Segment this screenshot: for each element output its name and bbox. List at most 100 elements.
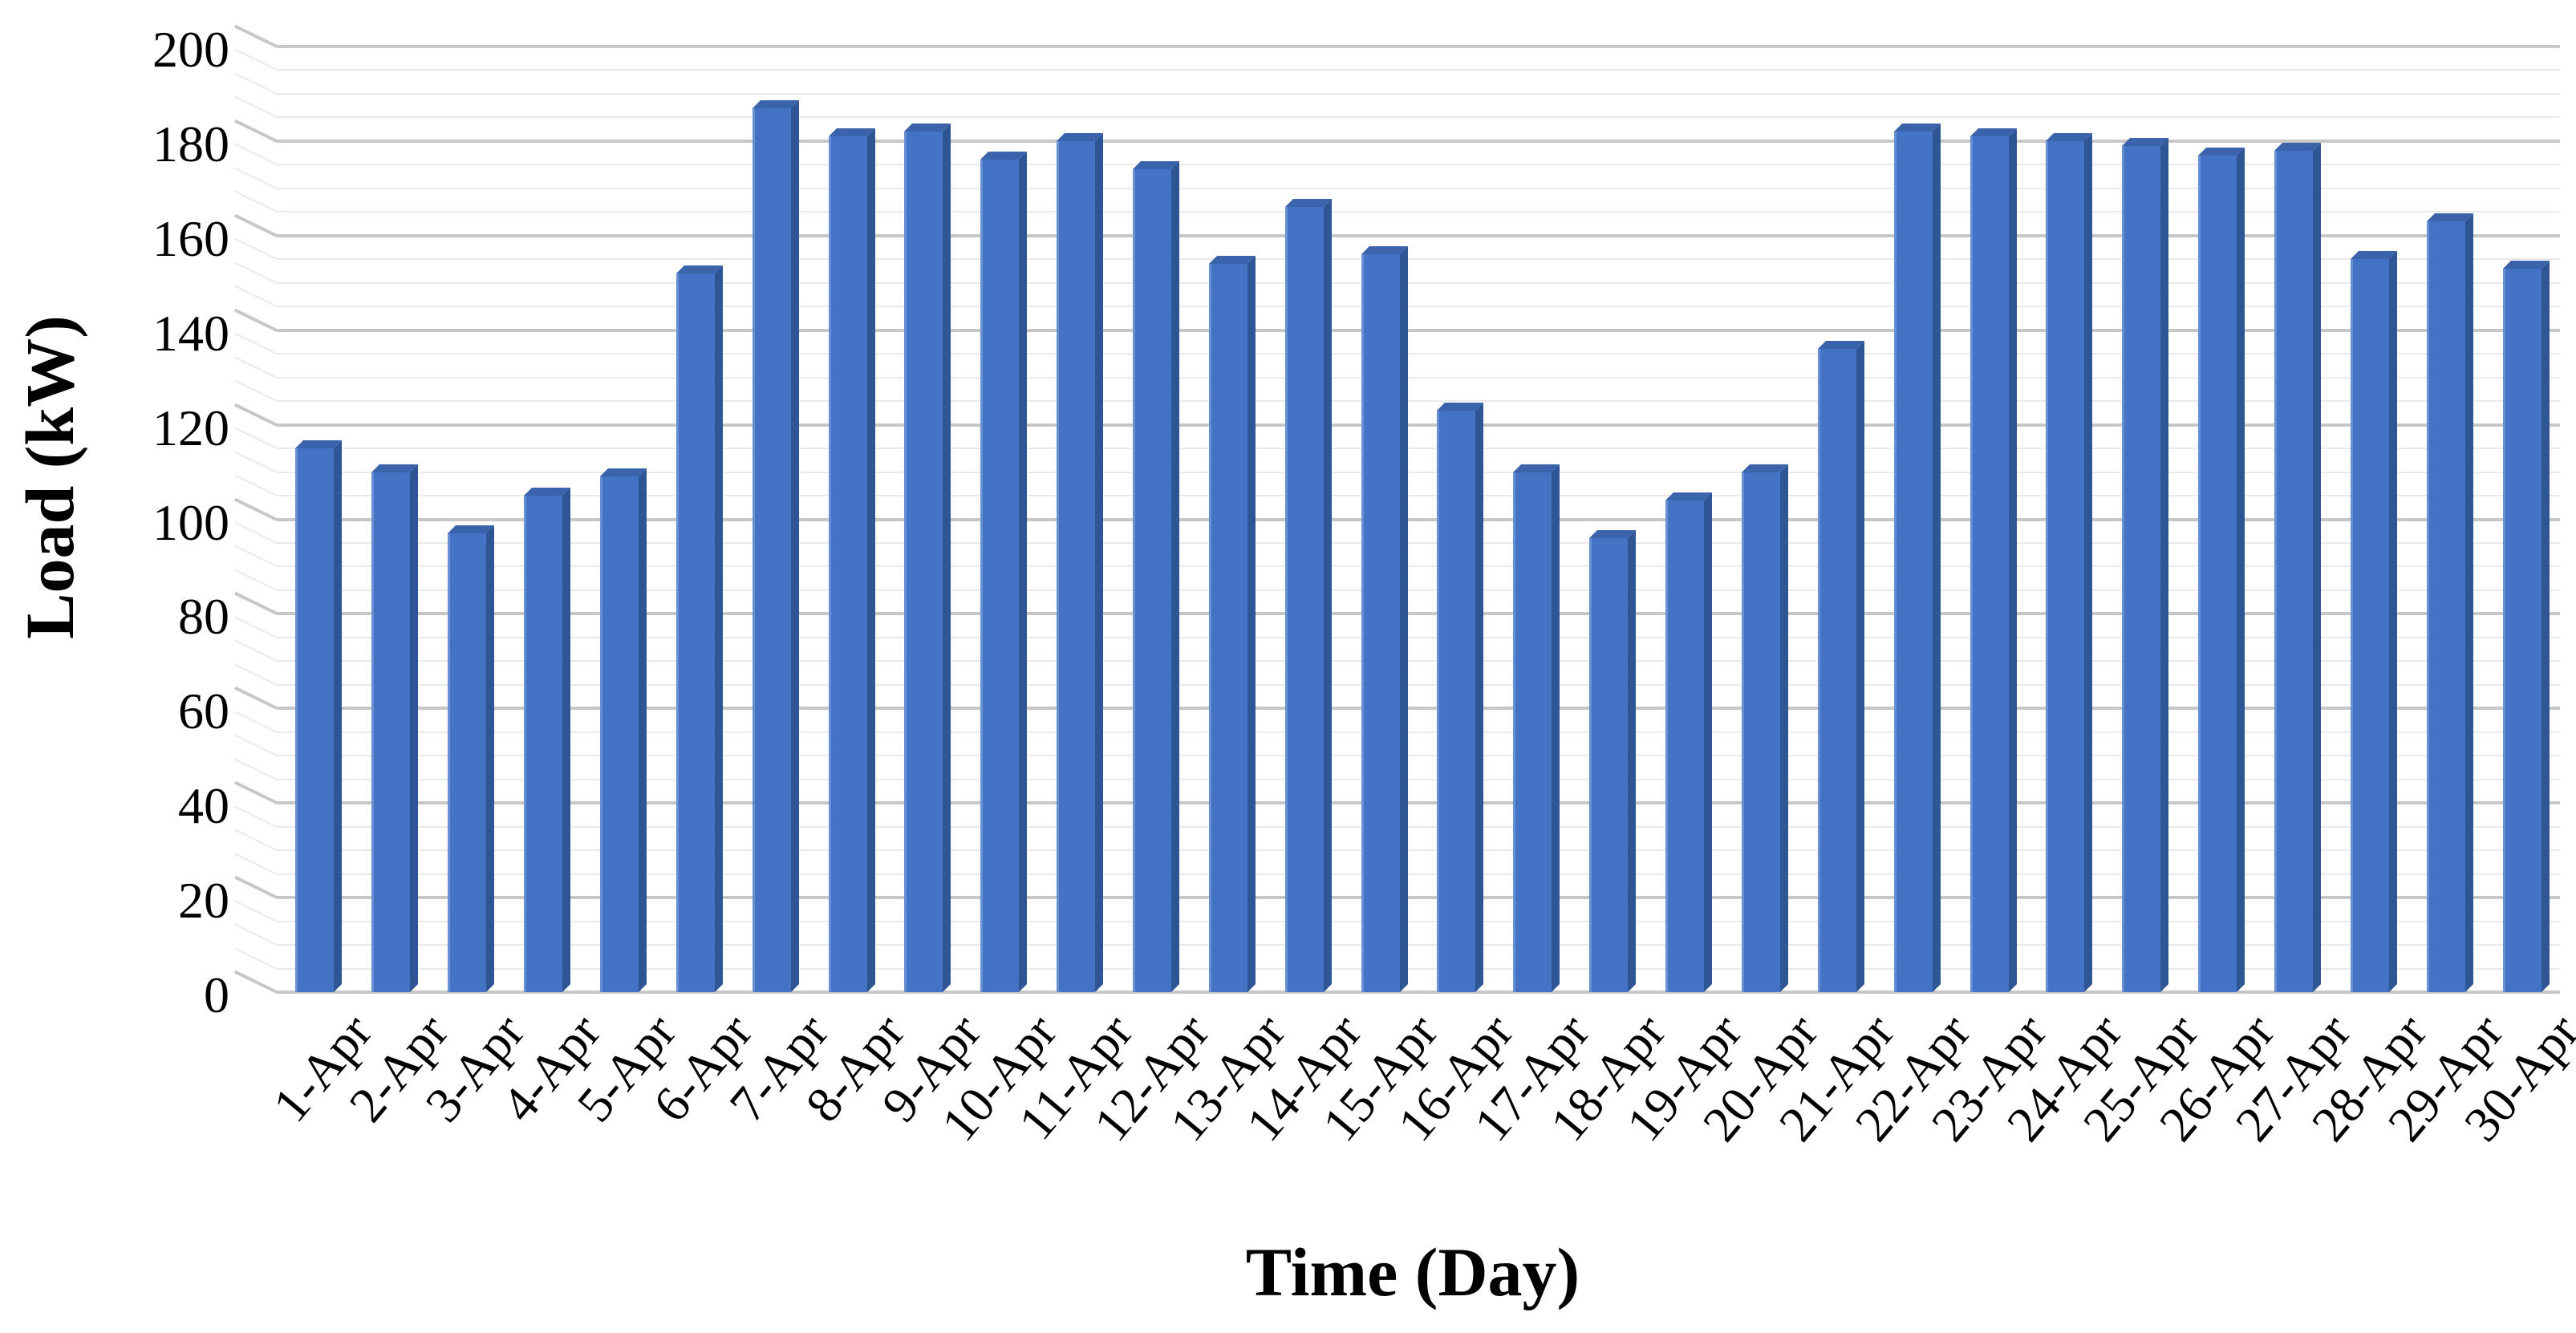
minor-gridline	[234, 805, 2560, 828]
gridline-wall-step	[234, 640, 278, 662]
bar-side-face	[1552, 464, 1560, 992]
gridline-wall-step	[233, 780, 278, 805]
gridline-wall-step	[233, 497, 278, 521]
minor-gridline	[234, 72, 2560, 95]
minor-gridline	[234, 711, 2560, 733]
gridline-wall-step	[234, 285, 278, 308]
bar-front-face	[1893, 132, 1933, 992]
major-gridline	[233, 497, 2560, 521]
major-gridline	[233, 403, 2560, 427]
bar-front-face	[1970, 136, 2009, 992]
bar-22-Apr	[1893, 124, 1941, 992]
bar-front-face	[371, 472, 411, 992]
minor-gridline	[234, 829, 2560, 852]
bar-side-face	[1475, 402, 1484, 992]
gridline-wall-step	[234, 947, 278, 970]
gridline-wall-step	[233, 875, 278, 899]
y-tick-label: 120	[152, 399, 229, 456]
bar-front-face	[2350, 259, 2389, 992]
bar-front-face	[448, 533, 487, 992]
bar-16-Apr	[1437, 402, 1484, 992]
bar-front-face	[1741, 472, 1780, 992]
gridline-wall-step	[234, 569, 278, 591]
bar-front-face	[295, 448, 335, 992]
bar-23-Apr	[1970, 128, 2017, 992]
bar-17-Apr	[1513, 464, 1560, 992]
bar-front-face	[2046, 140, 2085, 992]
gridline-wall-step	[234, 356, 278, 379]
bar-5-Apr	[599, 468, 647, 992]
gridline-wall-step	[234, 237, 278, 261]
bar-side-face	[1856, 341, 1864, 992]
bar-6-Apr	[675, 265, 723, 992]
bar-front-face	[2122, 145, 2161, 992]
bar-front-face	[2502, 269, 2542, 992]
minor-gridline	[234, 356, 2560, 379]
bar-side-face	[790, 99, 799, 992]
minor-gridline	[234, 853, 2560, 875]
gridline-wall-step	[234, 758, 278, 780]
minor-gridline	[234, 923, 2560, 946]
gridline-wall-step	[234, 734, 278, 757]
bar-front-face	[675, 273, 715, 992]
bar-front-face	[828, 136, 867, 992]
gridline-wall-step	[233, 687, 278, 711]
bar-side-face	[1170, 161, 1179, 992]
bar-side-face	[2084, 132, 2093, 992]
bar-front-face	[2274, 150, 2313, 992]
gridline-wall-step	[233, 403, 278, 427]
bar-side-face	[334, 440, 343, 992]
bar-front-face	[904, 132, 943, 992]
bar-side-face	[1779, 464, 1788, 992]
gridline-wall-step	[234, 545, 278, 568]
gridline-wall-step	[234, 332, 278, 355]
bar-side-face	[1095, 132, 1104, 992]
y-tick-label: 60	[178, 683, 229, 740]
major-gridline	[233, 592, 2560, 616]
minor-gridline	[234, 144, 2560, 166]
bar-front-face	[1665, 500, 1705, 992]
gridline-wall-step	[234, 900, 278, 922]
gridline-wall-step	[233, 213, 278, 237]
bar-side-face	[2541, 261, 2550, 992]
bar-front-face	[1589, 538, 1629, 992]
y-tick-label: 180	[152, 115, 229, 172]
gridline-wall-step	[234, 521, 278, 544]
minor-gridline	[234, 49, 2560, 71]
minor-gridline	[234, 451, 2560, 473]
bar-front-face	[1513, 472, 1552, 992]
bar-front-face	[2426, 221, 2465, 992]
bar-front-face	[1208, 264, 1247, 992]
gridline-wall-step	[234, 167, 278, 189]
y-tick-label: 200	[152, 21, 229, 78]
bar-21-Apr	[1817, 341, 1864, 992]
bar-side-face	[1399, 246, 1408, 992]
bar-29-Apr	[2426, 213, 2473, 992]
gridline-wall-step	[233, 119, 278, 143]
bar-front-face	[1361, 254, 1400, 992]
gridline-wall-step	[233, 592, 278, 616]
bar-4-Apr	[524, 488, 571, 992]
major-gridline	[233, 875, 2560, 900]
gridline-wall-step	[234, 49, 278, 71]
major-gridline	[233, 687, 2560, 711]
minor-gridline	[234, 900, 2560, 922]
minor-gridline	[234, 167, 2560, 189]
bar-side-face	[1932, 124, 1941, 992]
bar-12-Apr	[1132, 161, 1179, 992]
plot-area	[233, 24, 2560, 994]
minor-gridline	[234, 285, 2560, 308]
minor-gridline	[234, 332, 2560, 355]
y-tick-label: 0	[204, 966, 229, 1023]
bar-10-Apr	[980, 152, 1028, 992]
bar-3-Apr	[448, 525, 495, 992]
gridline-wall-step	[234, 616, 278, 638]
bar-front-face	[1057, 140, 1096, 992]
gridline-wall-step	[234, 191, 278, 213]
gridline-wall-step	[233, 308, 278, 332]
bar-side-face	[943, 124, 951, 992]
bar-side-face	[410, 464, 419, 992]
gridline-wall-step	[234, 923, 278, 946]
minor-gridline	[234, 947, 2560, 970]
